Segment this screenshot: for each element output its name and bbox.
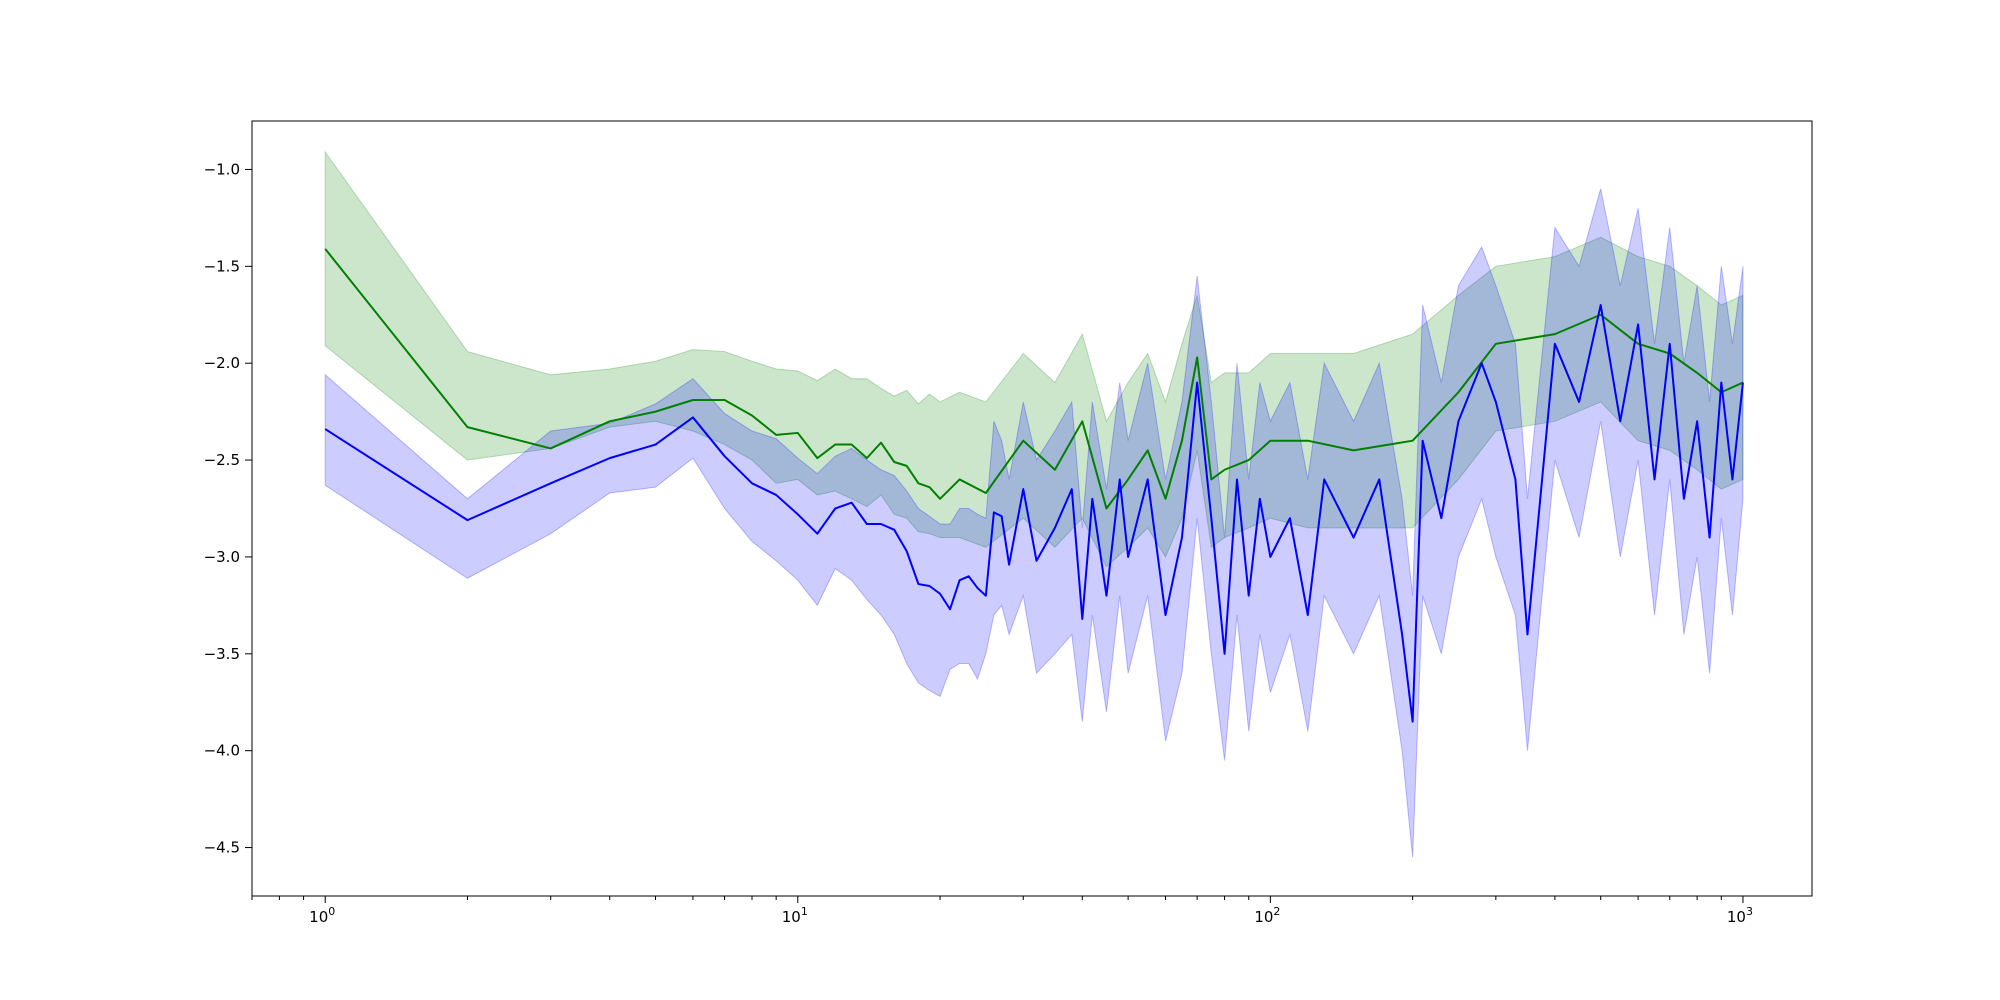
x-axis: 100 101 102 103 xyxy=(251,896,1753,926)
x-tick-label: 100 xyxy=(309,905,335,926)
confidence-bands xyxy=(324,150,1744,858)
x-tick-base: 10 xyxy=(309,908,328,926)
y-tick-label: −3.0 xyxy=(204,548,240,566)
series-lines xyxy=(324,248,1744,723)
x-tick-exponent: 1 xyxy=(801,905,808,918)
x-tick-exponent: 3 xyxy=(1746,905,1753,918)
x-tick-exponent: 0 xyxy=(328,905,335,918)
y-tick-label: −1.0 xyxy=(204,160,240,178)
y-tick-label: −4.0 xyxy=(204,742,240,760)
x-tick-base: 10 xyxy=(1727,908,1746,926)
x-tick-base: 10 xyxy=(782,908,801,926)
x-tick-exponent: 2 xyxy=(1273,905,1280,918)
series-0-band xyxy=(324,150,1744,568)
y-tick-label: −4.5 xyxy=(204,839,240,857)
x-tick-label: 103 xyxy=(1727,905,1753,926)
x-tick-base: 10 xyxy=(1254,908,1273,926)
series-1-line xyxy=(324,304,1744,723)
x-tick-label: 102 xyxy=(1254,905,1280,926)
y-tick-label: −1.5 xyxy=(204,257,240,275)
y-tick-label: −2.5 xyxy=(204,451,240,469)
plot-frame xyxy=(251,120,1813,897)
x-tick-label: 101 xyxy=(782,905,808,926)
y-axis: −1.0 −1.5 −2.0 −2.5 −3.0 −3.5 −4.0 −4.5 xyxy=(204,160,252,857)
y-tick-label: −3.5 xyxy=(204,645,240,663)
series-0-line xyxy=(324,248,1744,510)
y-tick-label: −2.0 xyxy=(204,354,240,372)
series-1-band xyxy=(324,188,1744,858)
